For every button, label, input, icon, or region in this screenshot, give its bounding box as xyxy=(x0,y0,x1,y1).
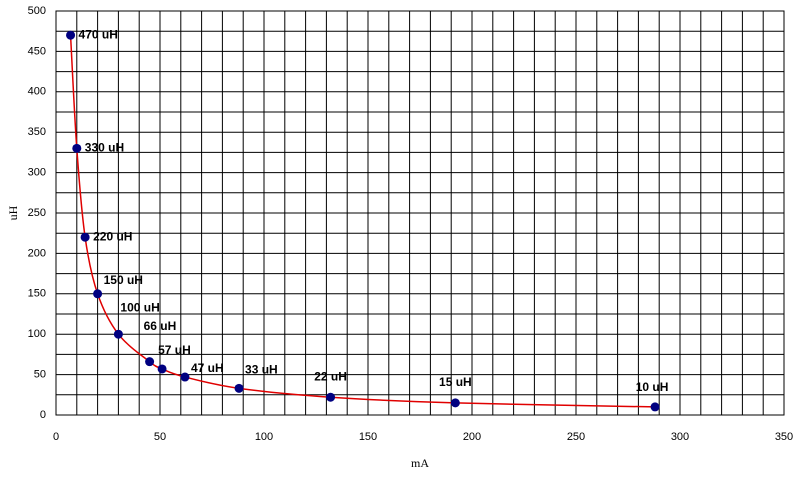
x-tick-label: 300 xyxy=(671,431,689,443)
x-tick-label: 200 xyxy=(463,431,481,443)
x-tick-label: 50 xyxy=(154,431,166,443)
x-tick-label: 0 xyxy=(53,431,59,443)
x-axis-label: mA xyxy=(411,456,429,470)
point xyxy=(93,289,103,299)
data-label: 100 uH xyxy=(120,300,159,314)
y-tick-label: 100 xyxy=(28,328,46,340)
y-tick-label: 250 xyxy=(28,207,46,219)
data-label: 330 uH xyxy=(85,141,124,155)
data-label: 220 uH xyxy=(93,229,132,243)
y-tick-label: 150 xyxy=(28,288,46,300)
data-label: 47 uH xyxy=(191,361,224,375)
data-label: 57 uH xyxy=(158,343,191,357)
point xyxy=(650,402,660,412)
data-label: 15 uH xyxy=(439,375,472,389)
data-label: 150 uH xyxy=(104,273,143,287)
point xyxy=(80,232,90,242)
plot-frame xyxy=(55,10,785,416)
point xyxy=(326,392,336,402)
y-tick-label: 400 xyxy=(28,86,46,98)
y-axis-label: uH xyxy=(6,205,20,220)
point xyxy=(180,372,190,382)
point xyxy=(145,357,155,367)
data-label: 22 uH xyxy=(314,369,347,383)
point xyxy=(66,30,76,40)
x-tick-label: 150 xyxy=(359,431,377,443)
x-tick-label: 250 xyxy=(567,431,585,443)
y-tick-label: 300 xyxy=(28,167,46,179)
data-label: 66 uH xyxy=(144,319,177,333)
y-tick-label: 350 xyxy=(28,126,46,138)
data-label: 470 uH xyxy=(79,27,118,41)
point xyxy=(72,143,82,153)
y-tick-label: 200 xyxy=(28,247,46,259)
point xyxy=(113,329,123,339)
point xyxy=(157,364,167,374)
y-tick-label: 0 xyxy=(40,409,46,421)
x-tick-label: 350 xyxy=(775,431,793,443)
x-tick-label: 100 xyxy=(255,431,273,443)
y-tick-label: 50 xyxy=(34,369,46,381)
point xyxy=(234,383,244,393)
y-tick-label: 450 xyxy=(28,45,46,57)
point xyxy=(450,398,460,408)
data-label: 10 uH xyxy=(636,380,669,394)
y-tick-label: 500 xyxy=(28,5,46,17)
data-label: 33 uH xyxy=(245,363,278,377)
